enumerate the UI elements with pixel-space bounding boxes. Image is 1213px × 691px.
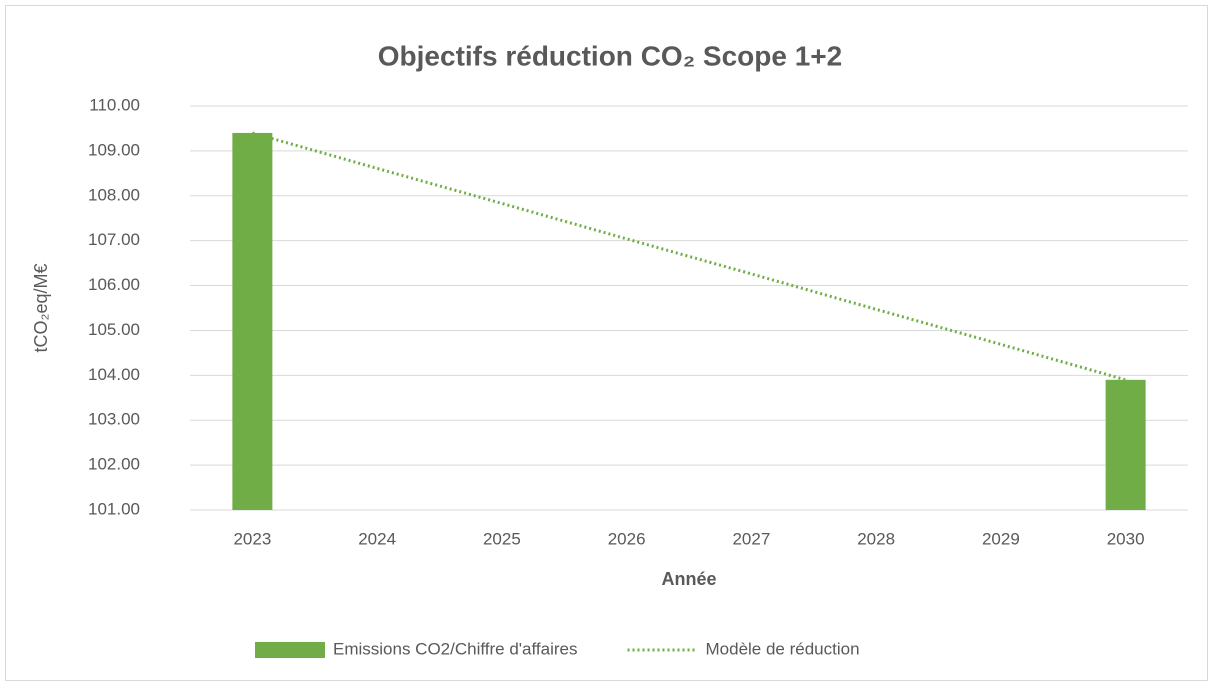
trend-line [251,131,1127,382]
x-tick-label: 2027 [732,529,770,548]
y-tick-label: 104.00 [88,365,140,384]
y-tick-label: 109.00 [88,140,140,159]
bar [232,132,273,510]
x-tick-label: 2025 [483,529,521,548]
x-tick-label: 2023 [233,529,271,548]
y-tick-label: 107.00 [88,230,140,249]
x-tick-label: 2026 [608,529,646,548]
bar [1105,379,1146,510]
legend-label: Emissions CO2/Chiffre d'affaires [333,639,578,658]
y-tick-label: 101.00 [88,499,140,518]
x-tick-label: 2028 [857,529,895,548]
y-tick-label: 106.00 [88,275,140,294]
x-tick-label: 2024 [358,529,396,548]
chart-frame [5,5,1208,681]
x-axis-label: Année [661,569,716,589]
y-tick-label: 110.00 [89,95,140,114]
legend-swatch [255,642,325,658]
y-tick-label: 103.00 [88,410,140,429]
y-tick-label: 108.00 [88,185,140,204]
y-axis-label: tCO₂eq/M€ [31,263,51,352]
legend-label: Modèle de réduction [706,639,860,658]
x-tick-label: 2030 [1107,529,1145,548]
chart-title: Objectifs réduction CO₂ Scope 1+2 [378,40,842,71]
y-tick-label: 102.00 [88,455,140,474]
y-tick-label: 105.00 [88,320,140,339]
x-tick-label: 2029 [982,529,1020,548]
